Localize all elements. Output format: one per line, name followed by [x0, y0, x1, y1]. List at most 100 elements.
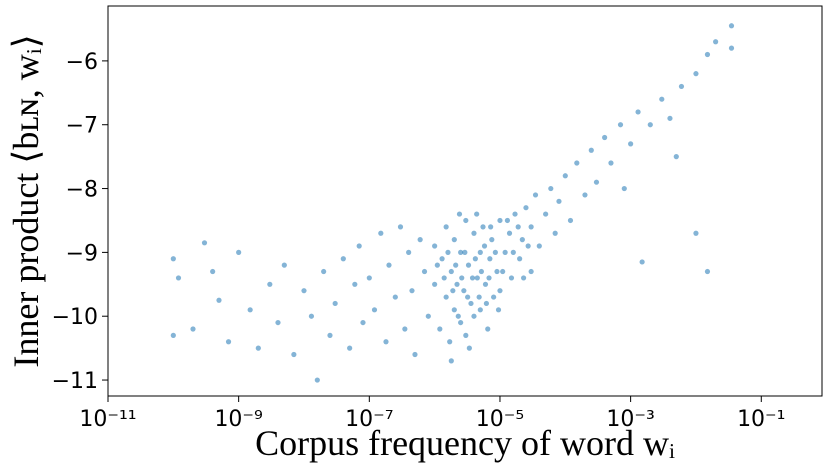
scatter-point — [454, 281, 460, 287]
scatter-point — [190, 326, 196, 332]
scatter-point — [548, 185, 554, 192]
scatter-point — [515, 224, 521, 230]
scatter-point — [448, 268, 454, 275]
scatter-point — [471, 313, 477, 319]
scatter-point — [532, 192, 539, 198]
scatter-point — [528, 224, 534, 230]
y-tick-label: −8 — [66, 178, 98, 203]
scatter-point — [517, 256, 523, 262]
scatter-point — [495, 307, 502, 313]
scatter-point — [667, 115, 673, 121]
y-tick-label: −9 — [66, 241, 98, 266]
scatter-point — [472, 256, 478, 262]
scatter-point — [468, 300, 474, 307]
scatter-point — [275, 319, 281, 326]
scatter-point — [448, 358, 454, 364]
scatter-point — [621, 185, 627, 192]
scatter-point — [445, 249, 451, 255]
scatter-point — [425, 313, 431, 319]
scatter-point — [556, 198, 562, 204]
scatter-point — [443, 224, 449, 230]
scatter-point — [308, 313, 315, 319]
x-tick-label: 10⁻⁹ — [214, 407, 262, 432]
scatter-point — [210, 268, 216, 275]
scatter-point — [474, 275, 480, 281]
scatter-point — [635, 109, 641, 115]
scatter-point — [455, 313, 461, 319]
scatter-point — [477, 307, 483, 313]
scatter-point — [502, 249, 508, 255]
x-tick-label: 10⁻⁵ — [476, 407, 524, 432]
scatter-point — [659, 96, 665, 102]
scatter-point — [386, 262, 392, 268]
scatter-point — [582, 192, 588, 198]
scatter-point — [469, 275, 476, 281]
scatter-point — [567, 217, 574, 224]
scatter-point — [528, 268, 534, 275]
scatter-point — [593, 179, 600, 185]
scatter-point — [536, 243, 542, 249]
scatter-point — [482, 281, 489, 287]
scatter-point — [412, 351, 418, 358]
scatter-point — [647, 122, 653, 128]
scatter-point — [519, 237, 525, 243]
plot-frame — [107, 5, 823, 397]
scatter-point — [432, 281, 438, 287]
scatter-point — [170, 256, 176, 262]
scatter-point — [461, 288, 467, 294]
scatter-point — [383, 339, 389, 345]
scatter-point — [347, 345, 353, 351]
scatter-point — [267, 281, 273, 287]
scatter-point — [480, 224, 486, 230]
scatter-point — [497, 217, 503, 224]
scatter-point — [483, 300, 490, 307]
scatter-point — [225, 339, 232, 345]
y-tick-label: −7 — [66, 114, 98, 139]
scatter-point — [588, 147, 594, 153]
scatter-point — [443, 294, 449, 300]
scatter-point — [465, 262, 472, 268]
scatter-point — [451, 307, 457, 313]
scatter-point — [543, 211, 549, 217]
scatter-point — [366, 275, 372, 281]
scatter-point — [523, 205, 529, 211]
scatter-point — [525, 243, 531, 249]
scatter-point — [487, 256, 493, 262]
x-axis-label: Corpus frequency of word wᵢ — [255, 423, 675, 463]
scatter-point — [704, 51, 711, 58]
x-tick-label: 10⁻³ — [606, 407, 654, 432]
scatter-point — [450, 288, 456, 294]
y-tick-label: −11 — [52, 369, 98, 394]
x-tick-label: 10⁻¹ — [737, 407, 785, 432]
scatter-point — [175, 275, 182, 281]
scatter-point — [255, 345, 261, 351]
scatter-point — [392, 294, 398, 300]
scatter-point — [456, 211, 463, 217]
scatter-point — [481, 243, 488, 249]
scatter-point — [360, 319, 366, 326]
x-tick-label: 10⁻⁷ — [345, 407, 393, 432]
scatter-point — [314, 377, 320, 383]
scatter-point — [574, 160, 580, 166]
scatter-point — [704, 268, 711, 275]
scatter-point — [608, 160, 614, 166]
scatter-point — [471, 230, 477, 236]
scatter-point — [421, 268, 428, 275]
scatter-point — [321, 268, 327, 275]
scatter-point — [508, 275, 515, 281]
scatter-point — [447, 339, 453, 345]
scatter-point — [465, 294, 471, 300]
scatter-point — [402, 326, 408, 332]
scatter-point — [462, 249, 468, 255]
scatter-point — [486, 275, 492, 281]
scatter-point — [491, 294, 497, 300]
scatter-point — [459, 275, 465, 281]
scatter-point — [477, 249, 483, 255]
scatter-point — [352, 281, 358, 287]
scatter-point — [409, 288, 415, 294]
scatter-point — [466, 345, 472, 351]
scatter-point — [489, 237, 495, 243]
scatter-point — [406, 249, 412, 255]
scatter-point — [236, 249, 242, 255]
scatter-point — [441, 275, 447, 281]
